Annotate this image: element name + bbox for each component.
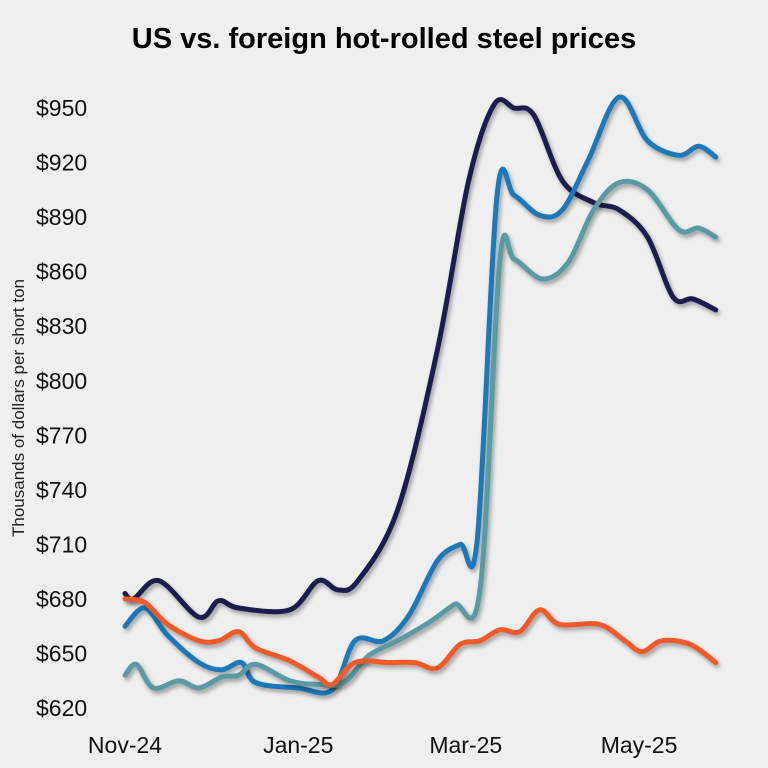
series-lines [122, 94, 719, 696]
y-tick-label: $890 [36, 204, 87, 230]
x-axis: Nov-24 Jan-25 Mar-25 May-25 [88, 732, 677, 758]
y-tick-label: $920 [36, 150, 87, 176]
y-tick-label: $650 [36, 640, 87, 666]
y-tick-label: $860 [36, 259, 87, 285]
y-tick-label: $680 [36, 586, 87, 612]
y-tick-label: $770 [36, 422, 87, 448]
series-line-4 [122, 596, 719, 688]
y-tick-label: $950 [36, 95, 87, 121]
y-tick-label: $830 [36, 313, 87, 339]
x-tick-label: Nov-24 [88, 732, 162, 758]
series-line-3 [122, 178, 719, 691]
y-axis-label: Thousands of dollars per short ton [9, 279, 28, 537]
y-axis: $620 $650 $680 $710 $740 $770 $800 $830 $860 $890… [36, 95, 87, 721]
series-line-2 [122, 94, 719, 696]
chart-title: US vs. foreign hot-rolled steel prices [132, 23, 636, 55]
x-tick-label: Jan-25 [263, 732, 333, 758]
y-tick-label: $710 [36, 531, 87, 557]
x-tick-label: Mar-25 [429, 732, 502, 758]
y-tick-label: $800 [36, 368, 87, 394]
series-line-1 [122, 97, 719, 620]
y-tick-label: $740 [36, 477, 87, 503]
x-tick-label: May-25 [601, 732, 678, 758]
y-tick-label: $620 [36, 695, 87, 721]
